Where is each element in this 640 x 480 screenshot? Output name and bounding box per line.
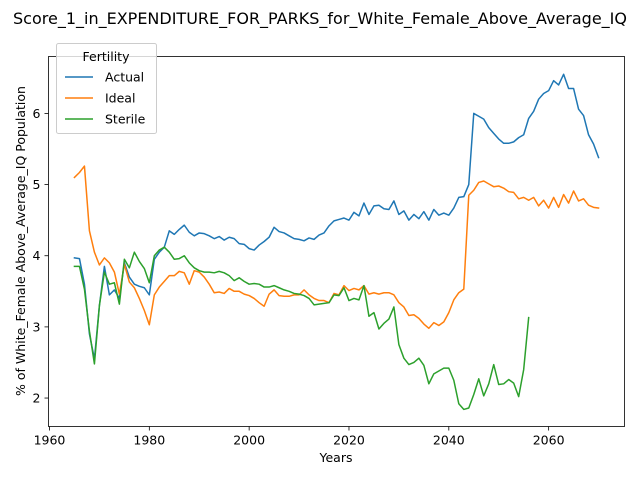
y-axis: 2 3 4 5 6 [33, 106, 49, 406]
y-tick-label: 2 [33, 391, 41, 406]
series-line-sterile [73, 246, 530, 411]
x-tick-label: 2060 [533, 433, 565, 448]
x-tick-label: 1980 [133, 433, 165, 448]
series-line-actual [73, 73, 600, 360]
y-tick-label: 3 [33, 319, 41, 334]
legend-label-actual: Actual [105, 70, 144, 85]
x-tick-label: 2000 [233, 433, 265, 448]
y-tick-label: 5 [33, 177, 41, 192]
x-tick-label: 2040 [433, 433, 465, 448]
x-axis-label: Years [319, 450, 353, 465]
legend: Fertility Actual Ideal Sterile [56, 43, 157, 134]
legend-frame [56, 43, 157, 134]
legend-label-sterile: Sterile [105, 112, 146, 127]
y-axis-label: % of White_Female Above_Average_IQ Popul… [13, 86, 28, 396]
chart-title: Score_1_in_EXPENDITURE_FOR_PARKS_for_Whi… [13, 9, 627, 29]
legend-label-ideal: Ideal [105, 91, 135, 106]
plot-frame [48, 56, 625, 427]
series-line-ideal [73, 165, 600, 330]
x-axis: 1960 1980 2000 2020 2040 2060 [34, 426, 565, 448]
series-layer [73, 73, 600, 411]
legend-title: Fertility [83, 49, 131, 64]
plot-area: 1960 1980 2000 2020 2040 2060 2 3 4 5 6 [33, 56, 625, 448]
y-tick-label: 6 [33, 106, 41, 121]
legend-entries: Actual Ideal Sterile [65, 70, 146, 127]
x-tick-label: 2020 [333, 433, 365, 448]
y-tick-label: 4 [33, 248, 41, 263]
x-tick-label: 1960 [34, 433, 66, 448]
